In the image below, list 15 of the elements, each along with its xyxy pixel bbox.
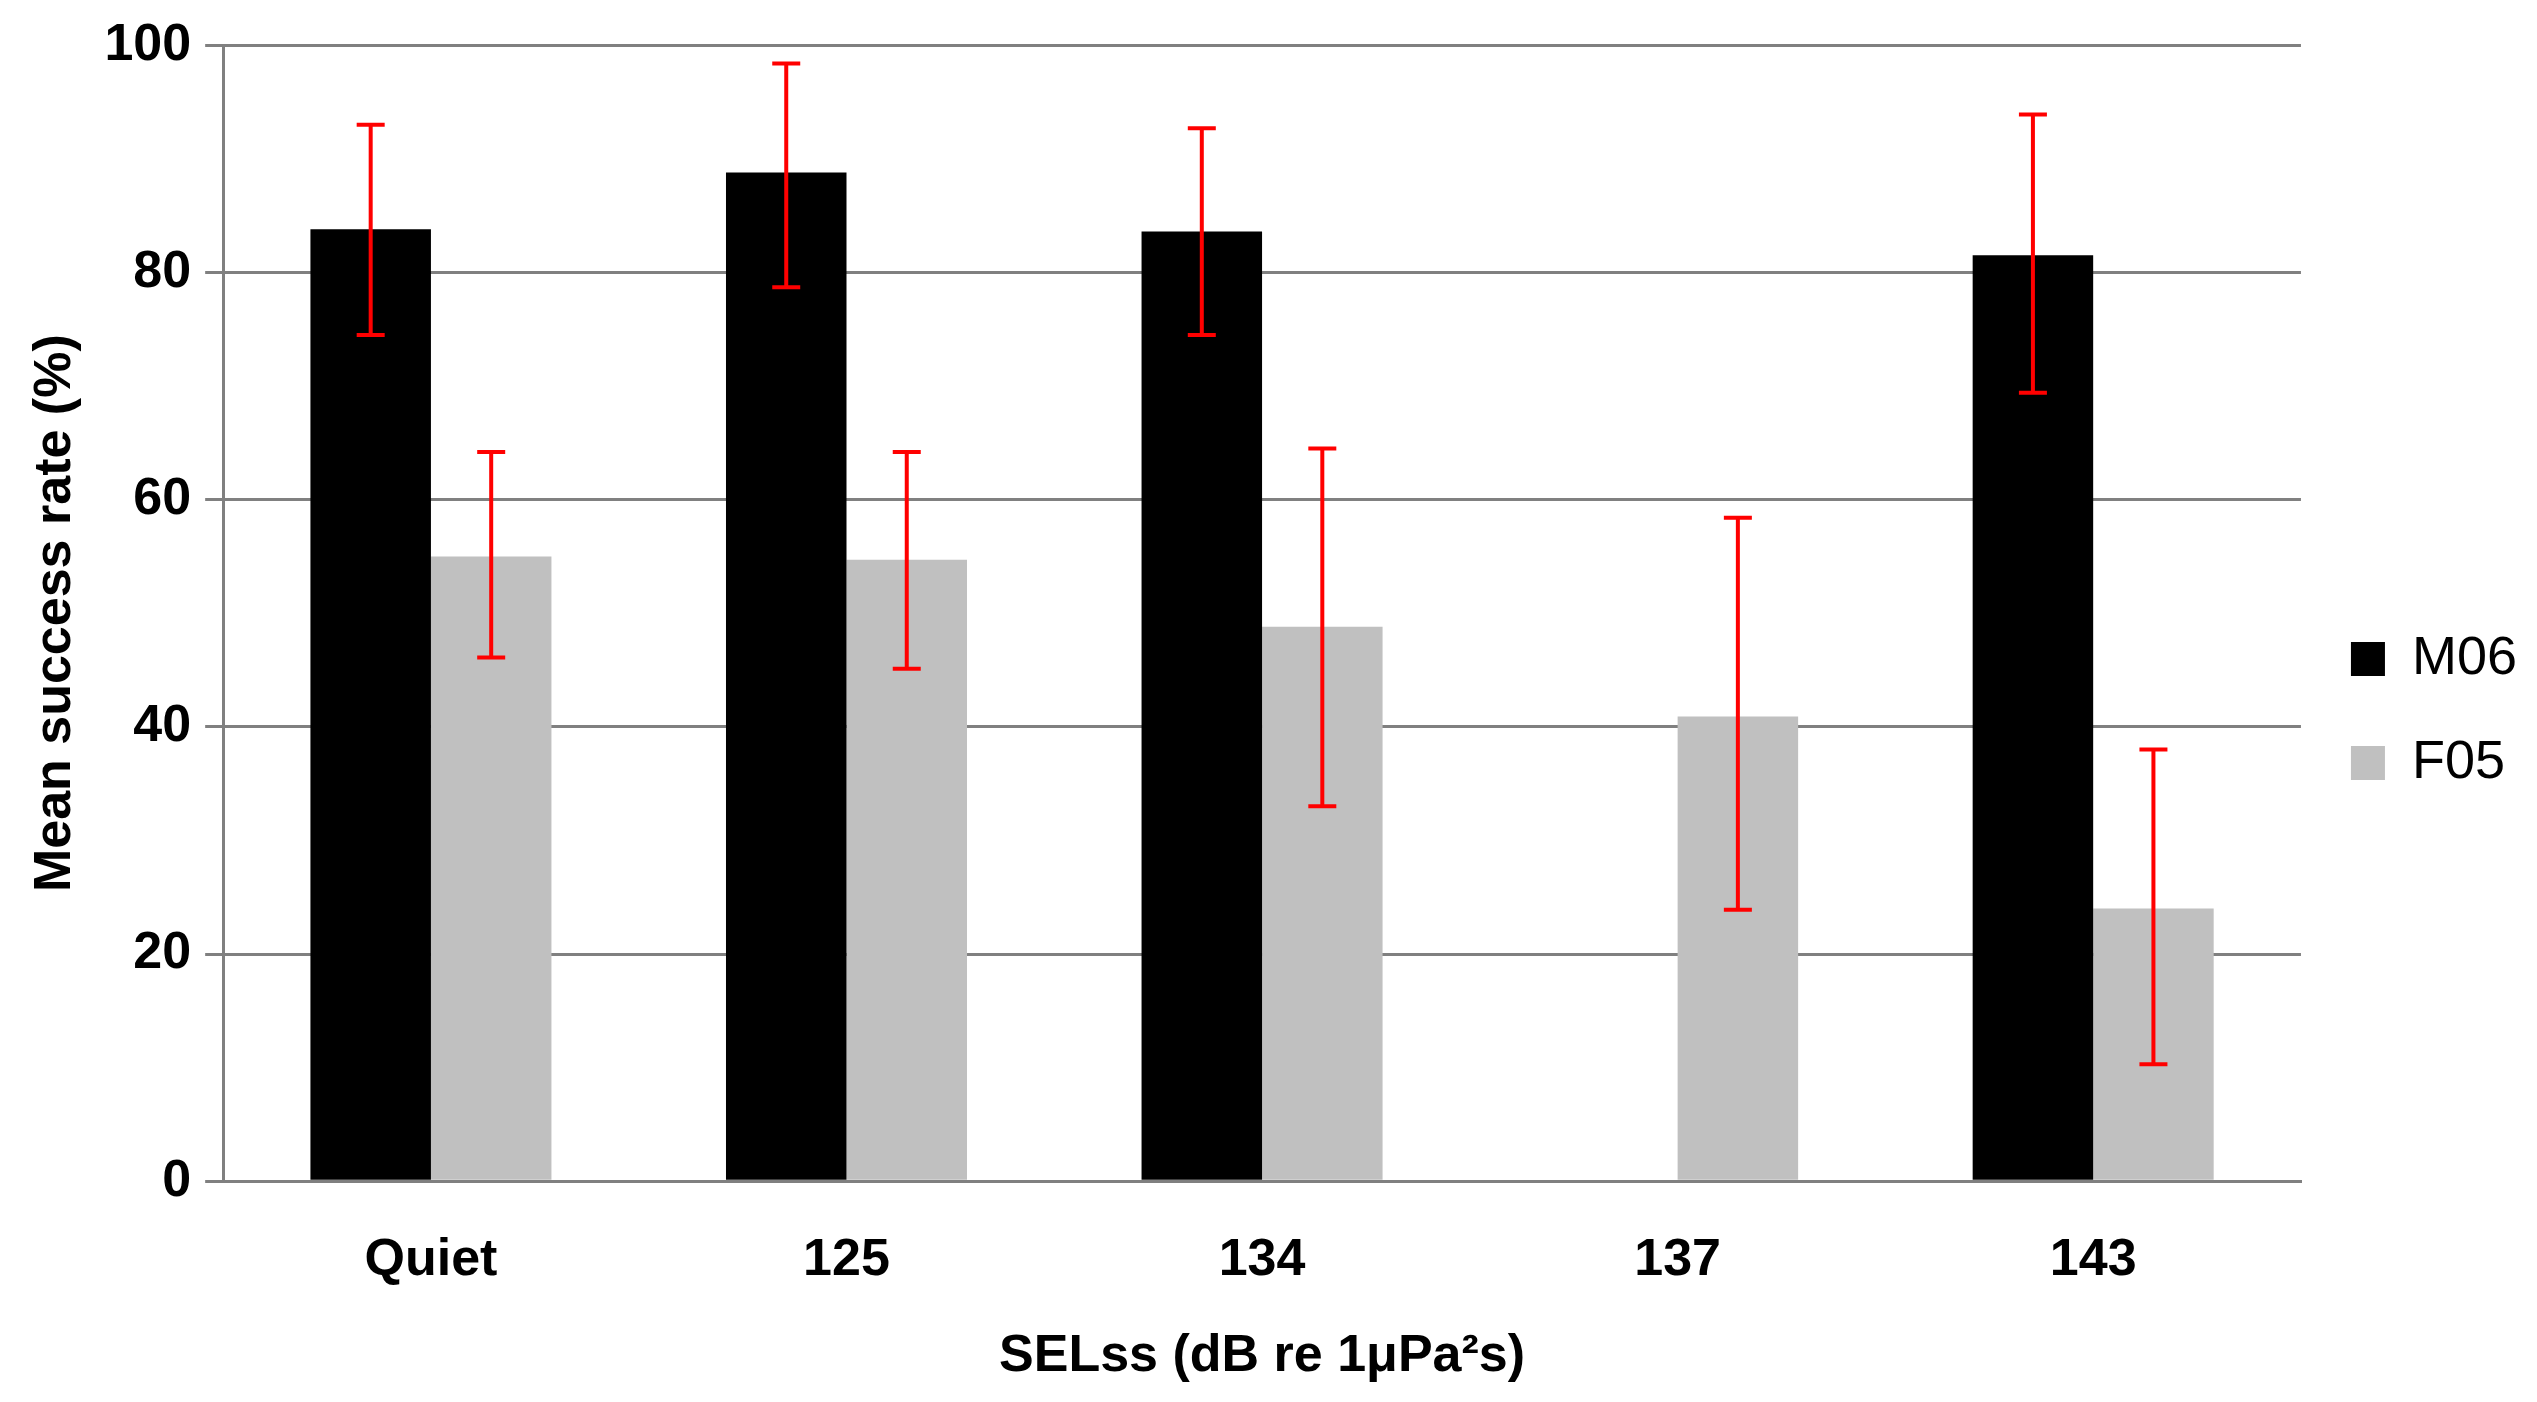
x-axis-title: SELss (dB re 1μPa²s) bbox=[999, 1324, 1526, 1383]
y-tick-label: 0 bbox=[162, 1148, 192, 1207]
y-tick-label: 40 bbox=[133, 694, 192, 753]
x-tick-label: 134 bbox=[1218, 1227, 1306, 1286]
y-tick-label: 100 bbox=[104, 12, 192, 71]
legend-label: F05 bbox=[2411, 728, 2506, 789]
x-tick-label: 125 bbox=[803, 1227, 890, 1286]
x-tick-label: 143 bbox=[2049, 1227, 2137, 1286]
y-axis-title: Mean success rate (%) bbox=[22, 334, 81, 893]
y-tick-label: 20 bbox=[133, 921, 192, 980]
x-tick-label: 137 bbox=[1634, 1227, 1721, 1286]
y-tick-label: 60 bbox=[133, 466, 192, 525]
legend-label: M06 bbox=[2411, 624, 2517, 685]
y-tick-label: 80 bbox=[133, 239, 192, 298]
x-tick-label: Quiet bbox=[364, 1227, 498, 1286]
